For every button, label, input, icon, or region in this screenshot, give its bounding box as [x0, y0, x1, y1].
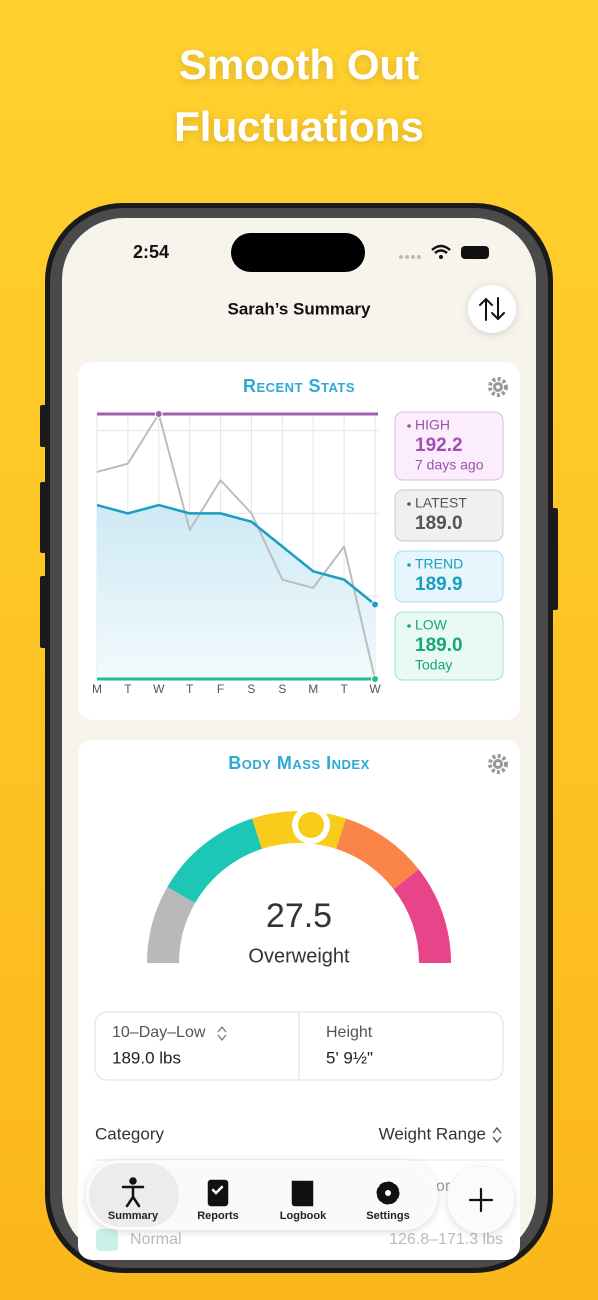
- series-line: [96, 503, 376, 606]
- tab-label[interactable]: Reports: [197, 1210, 239, 1222]
- stat-value: 189.9: [415, 574, 463, 595]
- table-header[interactable]: Weight Range: [379, 1124, 486, 1143]
- gauge-segment: [335, 818, 419, 890]
- x-tick-label: W: [153, 682, 165, 696]
- bullet: [407, 563, 411, 567]
- stat-card: [394, 489, 504, 542]
- x-tick-label: W: [369, 682, 381, 696]
- headline: Smooth Out: [179, 41, 419, 88]
- stat-value: 189.0: [415, 635, 463, 656]
- stat-card: [394, 611, 504, 681]
- gauge-segment: [147, 887, 196, 964]
- chevron: [217, 1025, 227, 1042]
- tab-label[interactable]: Summary: [108, 1210, 159, 1222]
- x-tick-label: F: [217, 682, 224, 696]
- dynamic-island: [231, 233, 365, 272]
- table-cell: or: [436, 1178, 451, 1195]
- signal: [399, 255, 421, 259]
- stat-card: [394, 550, 504, 603]
- card-title: Recent Stats: [243, 376, 355, 396]
- add-icon: [468, 1187, 494, 1213]
- stat-label: LOW: [415, 617, 448, 633]
- nav-title: Sarah’s Summary: [228, 299, 372, 318]
- bmi-category: Overweight: [248, 945, 350, 967]
- x-tick-label: S: [247, 682, 255, 696]
- wifi-icon: [431, 244, 451, 255]
- trend-area: [97, 505, 375, 679]
- gauge-segment: [167, 818, 263, 904]
- x-tick-label: T: [124, 682, 132, 696]
- bmi-gauge: [147, 811, 451, 964]
- stat-card: [394, 411, 504, 481]
- info-value: 5' 9½": [326, 1048, 373, 1067]
- x-tick-label: S: [278, 682, 286, 696]
- table-header: Category: [95, 1124, 164, 1143]
- info-label[interactable]: 10–Day–Low: [112, 1024, 206, 1041]
- tab-bar: [86, 1160, 438, 1230]
- headline: Fluctuations: [174, 103, 424, 150]
- stat-label: LATEST: [415, 495, 467, 511]
- gauge-segment: [393, 869, 451, 964]
- chevron: [492, 1126, 502, 1144]
- bullet: [407, 624, 411, 628]
- category-swatch: [96, 1229, 118, 1251]
- sort-icon: [479, 297, 505, 321]
- high-point: [154, 410, 163, 418]
- status-time: 2:54: [133, 242, 169, 262]
- series-line: [96, 413, 376, 680]
- trend-point: [371, 600, 379, 609]
- sort-button[interactable]: [468, 285, 516, 333]
- card-title: Body Mass Index: [228, 753, 370, 773]
- x-tick-label: T: [340, 682, 348, 696]
- stat-label: HIGH: [415, 417, 450, 433]
- stat-cards: HIGH 192.27 days ago LATEST 189.0 TREND 189.9…: [394, 411, 504, 681]
- x-tick-label: M: [308, 682, 318, 696]
- stat-note: 7 days ago: [415, 457, 484, 473]
- info-value: 189.0 lbs: [112, 1048, 181, 1067]
- info-label: Height: [326, 1024, 373, 1041]
- battery-icon: [461, 246, 489, 259]
- tab-label[interactable]: Logbook: [280, 1210, 327, 1222]
- bullet: [407, 424, 411, 428]
- stat-note: Today: [415, 657, 452, 673]
- wifi-icon: [439, 255, 443, 259]
- tab-label[interactable]: Settings: [366, 1210, 409, 1222]
- gauge-marker: [298, 812, 324, 838]
- table-cell: Normal: [130, 1231, 182, 1248]
- bullet: [407, 502, 411, 506]
- low-point: [371, 675, 379, 683]
- x-tick-label: T: [186, 682, 194, 696]
- stat-value: 192.2: [415, 435, 463, 456]
- tab-icons: [121, 1177, 400, 1208]
- x-tick-label: M: [92, 682, 102, 696]
- settings-gear[interactable]: [488, 377, 508, 397]
- table-cell: 126.8–171.3 lbs: [389, 1231, 503, 1248]
- stat-label: TREND: [415, 556, 463, 572]
- settings-gear[interactable]: [488, 754, 508, 774]
- bmi-value: 27.5: [266, 897, 332, 935]
- stat-value: 189.0: [415, 513, 463, 534]
